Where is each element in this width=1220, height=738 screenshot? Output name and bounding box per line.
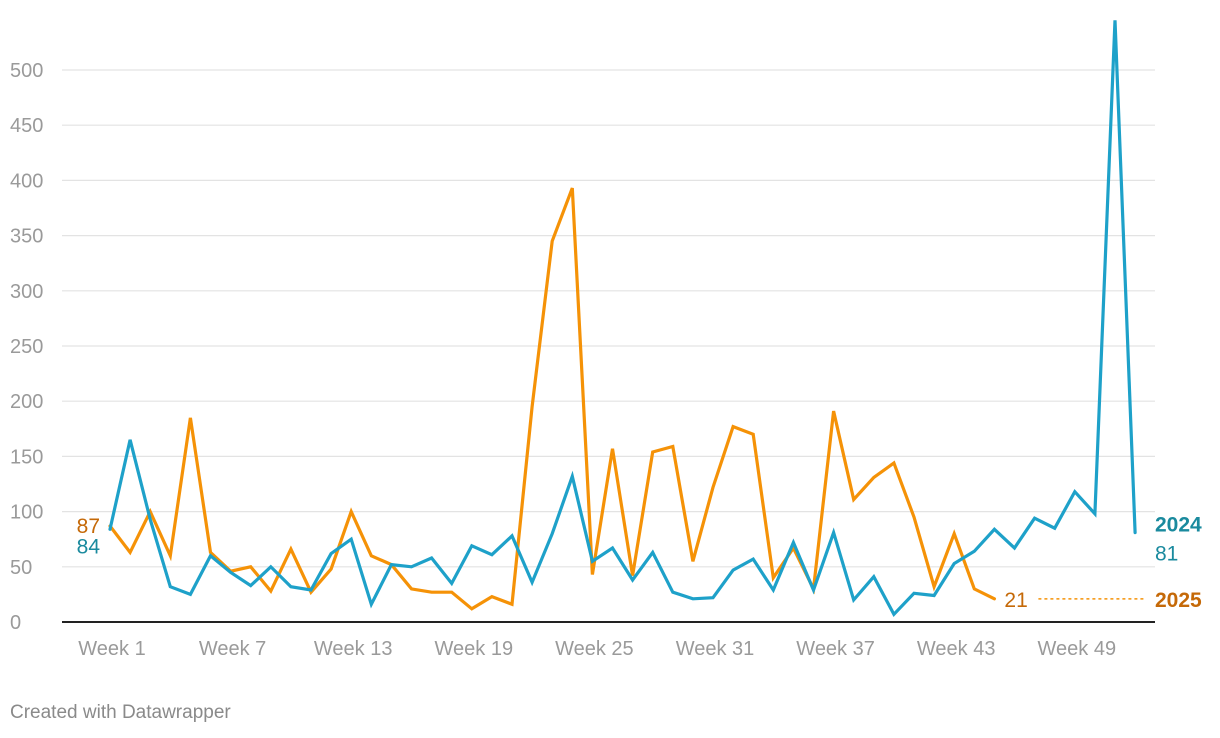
y-tick-label: 300 — [10, 281, 43, 303]
y-tick-label: 450 — [10, 115, 43, 137]
x-tick-label: Week 43 — [917, 638, 996, 660]
axes: 0 50 100 150 200 250 300 350 400 450 500 Week 1 Week… — [10, 60, 1155, 660]
x-tick-label: Week 25 — [555, 638, 634, 660]
x-tick-label: Week 7 — [199, 638, 266, 660]
series-line-2025 — [108, 187, 997, 611]
x-tick-label: Week 31 — [676, 638, 755, 660]
x-tick-label: Week 13 — [314, 638, 393, 660]
series-name-2025: 2025 — [1155, 589, 1202, 612]
x-tick-label: Week 37 — [796, 638, 875, 660]
y-tick-label: 50 — [10, 557, 32, 579]
gridlines — [62, 69, 1155, 568]
y-tick-label: 500 — [10, 60, 43, 82]
x-tick-label: Week 1 — [78, 638, 145, 660]
y-tick-label: 200 — [10, 391, 43, 413]
series-name-2024: 2024 — [1155, 514, 1202, 537]
series-line-2024 — [108, 20, 1137, 618]
end-value-2024: 81 — [1155, 543, 1178, 566]
y-tick-label: 150 — [10, 446, 43, 468]
y-tick-label: 350 — [10, 226, 43, 248]
x-tick-label: Week 19 — [435, 638, 514, 660]
x-tick-label: Week 49 — [1038, 638, 1117, 660]
start-value-2024: 84 — [77, 535, 101, 558]
y-tick-label: 0 — [10, 612, 21, 634]
series-lines — [108, 20, 1137, 618]
footer-credit: Created with Datawrapper — [10, 702, 231, 723]
y-tick-label: 250 — [10, 336, 43, 358]
end-value-2025: 21 — [1004, 589, 1027, 612]
y-tick-label: 100 — [10, 502, 43, 524]
y-tick-label: 400 — [10, 170, 43, 192]
start-value-2025: 87 — [77, 515, 100, 538]
